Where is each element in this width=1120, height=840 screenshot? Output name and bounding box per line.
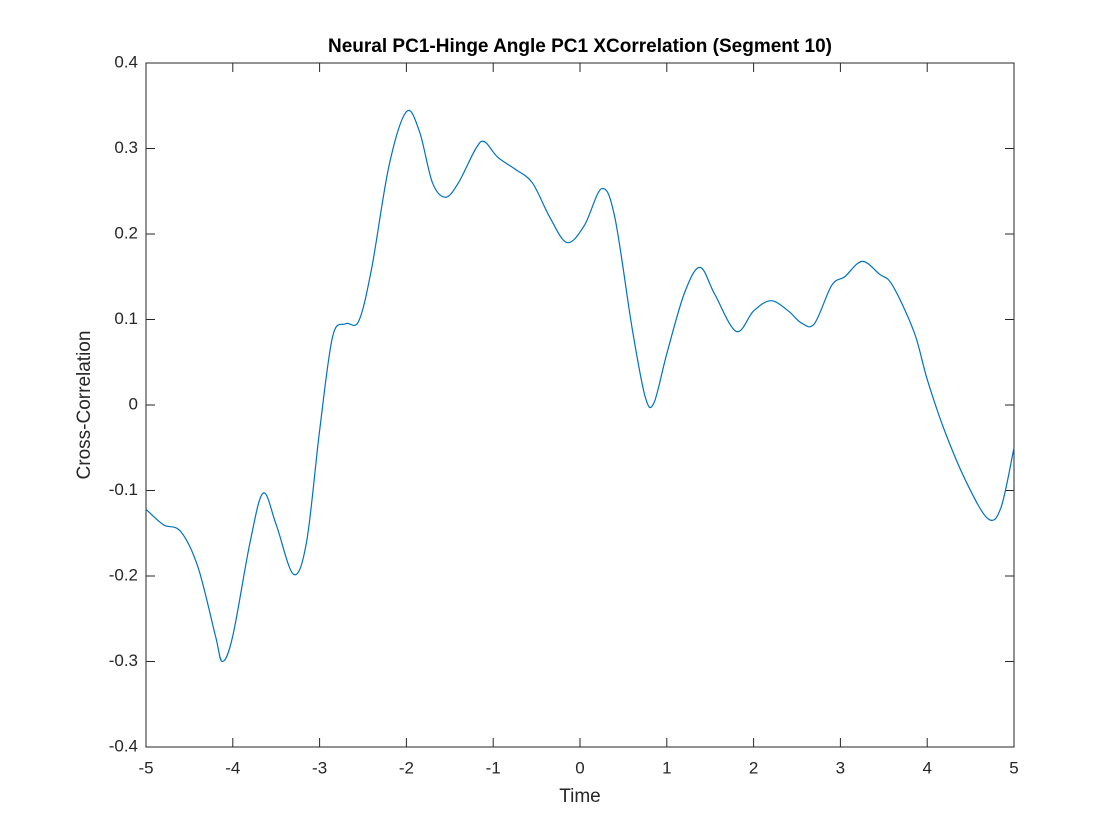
- x-tick-label: -5: [138, 758, 153, 777]
- x-tick-label: -3: [312, 758, 327, 777]
- y-axis-label: Cross-Correlation: [74, 331, 95, 480]
- x-tick-label: 0: [575, 758, 584, 777]
- y-tick-label: 0: [129, 394, 138, 413]
- y-tick-label: 0.3: [114, 138, 138, 157]
- y-tick-label: -0.4: [109, 736, 138, 755]
- x-tick-label: -1: [486, 758, 501, 777]
- y-tick-label: 0.1: [114, 309, 138, 328]
- y-tick-label: -0.2: [109, 565, 138, 584]
- y-tick-label: -0.1: [109, 480, 138, 499]
- x-tick-label: 3: [836, 758, 845, 777]
- x-tick-label: 4: [922, 758, 931, 777]
- chart-title: Neural PC1-Hinge Angle PC1 XCorrelation …: [328, 36, 832, 57]
- y-tick-label: 0.2: [114, 223, 138, 242]
- x-tick-label: -2: [399, 758, 414, 777]
- y-tick-label: 0.4: [114, 52, 138, 71]
- x-axis-label: Time: [559, 786, 601, 807]
- x-tick-label: 2: [749, 758, 758, 777]
- y-tick-label: -0.3: [109, 651, 138, 670]
- x-tick-label: 5: [1009, 758, 1018, 777]
- x-tick-label: 1: [662, 758, 671, 777]
- data-line: [145, 109, 1015, 663]
- x-tick-label: -4: [225, 758, 240, 777]
